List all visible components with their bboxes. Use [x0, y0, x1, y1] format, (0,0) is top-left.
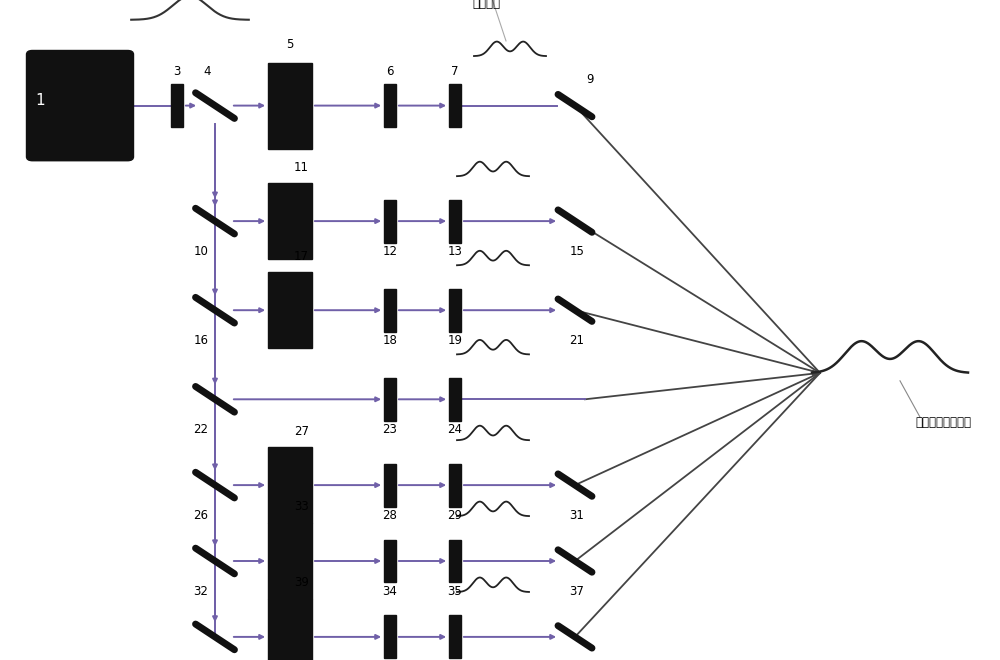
Text: 31: 31	[570, 509, 584, 522]
Text: 6: 6	[386, 65, 394, 78]
Text: 23: 23	[383, 423, 397, 436]
Bar	[449, 378, 461, 421]
Text: 18: 18	[383, 334, 397, 347]
Bar	[268, 523, 312, 599]
Text: 22: 22	[193, 423, 208, 436]
Bar	[449, 199, 461, 242]
Bar	[384, 378, 396, 421]
Text: 9: 9	[586, 73, 594, 86]
Bar	[268, 599, 312, 660]
Text: 17: 17	[294, 249, 309, 263]
Text: 5: 5	[286, 38, 294, 51]
Bar	[268, 63, 312, 148]
Text: 37: 37	[570, 585, 584, 598]
Text: 4: 4	[203, 65, 211, 78]
Text: 1: 1	[36, 93, 45, 108]
Bar	[384, 84, 396, 127]
Bar	[384, 540, 396, 583]
Bar	[449, 289, 461, 331]
Bar	[449, 540, 461, 583]
Bar	[268, 272, 312, 348]
Text: 7: 7	[451, 65, 459, 78]
Text: 27: 27	[294, 424, 309, 438]
Text: 33: 33	[294, 500, 309, 513]
Text: 11: 11	[294, 160, 309, 174]
Text: 26: 26	[193, 509, 208, 522]
Text: 39: 39	[294, 576, 309, 589]
Text: 24: 24	[448, 423, 462, 436]
Text: 12: 12	[382, 245, 398, 258]
Text: 21: 21	[570, 334, 584, 347]
Bar	[384, 199, 396, 242]
Text: 35: 35	[448, 585, 462, 598]
Text: 3: 3	[173, 65, 181, 78]
FancyBboxPatch shape	[27, 51, 134, 161]
Bar	[268, 183, 312, 259]
Text: 15: 15	[570, 245, 584, 258]
Text: 16: 16	[193, 334, 208, 347]
Text: 19: 19	[448, 334, 462, 347]
Text: 28: 28	[383, 509, 397, 522]
Bar	[268, 447, 312, 523]
Bar	[384, 463, 396, 507]
Bar	[384, 289, 396, 331]
Text: 13: 13	[448, 245, 462, 258]
Text: 29: 29	[448, 509, 462, 522]
Text: 大能量太赫兹脉冲: 大能量太赫兹脉冲	[915, 416, 971, 429]
Text: 太赫兹波: 太赫兹波	[472, 0, 500, 10]
Bar	[384, 615, 396, 659]
Text: 32: 32	[194, 585, 208, 598]
Bar	[449, 463, 461, 507]
Text: 34: 34	[383, 585, 397, 598]
Bar	[449, 84, 461, 127]
Bar	[171, 84, 183, 127]
Bar	[449, 615, 461, 659]
Text: 10: 10	[194, 245, 208, 258]
